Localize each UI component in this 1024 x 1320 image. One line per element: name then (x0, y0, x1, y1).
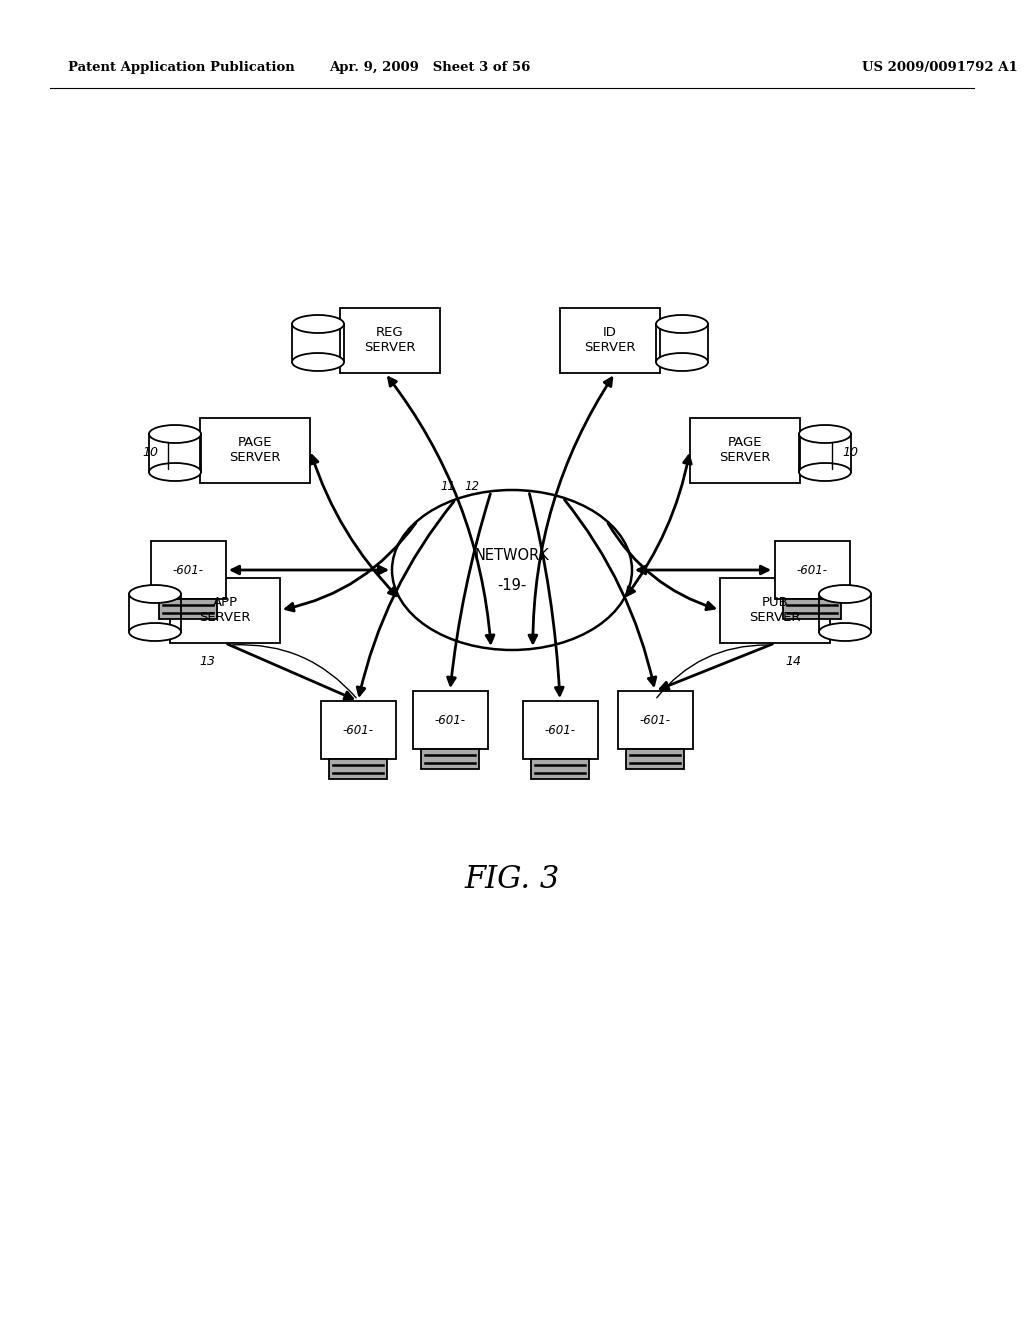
Ellipse shape (150, 425, 201, 444)
Text: -601-: -601- (434, 714, 466, 726)
Text: PUB
SERVER: PUB SERVER (750, 597, 801, 624)
Text: -601-: -601- (342, 723, 374, 737)
Text: US 2009/0091792 A1: US 2009/0091792 A1 (862, 62, 1018, 74)
Bar (774, 541, 850, 599)
Bar (690, 417, 800, 483)
Ellipse shape (656, 315, 708, 333)
Text: 13: 13 (199, 655, 215, 668)
Bar (560, 308, 660, 372)
Bar (321, 701, 395, 759)
Bar (819, 594, 871, 632)
Text: -601-: -601- (545, 723, 575, 737)
Ellipse shape (799, 425, 851, 444)
Text: NETWORK: NETWORK (475, 548, 549, 562)
Bar (656, 323, 708, 362)
Text: Apr. 9, 2009   Sheet 3 of 56: Apr. 9, 2009 Sheet 3 of 56 (330, 62, 530, 74)
Ellipse shape (392, 490, 632, 649)
Bar (329, 759, 387, 779)
Bar (617, 690, 692, 748)
Ellipse shape (129, 585, 181, 603)
Ellipse shape (292, 315, 344, 333)
Bar (799, 434, 851, 473)
Ellipse shape (819, 623, 871, 642)
Bar (159, 599, 217, 619)
Text: -601-: -601- (797, 564, 827, 577)
Bar (413, 690, 487, 748)
Bar (626, 748, 684, 770)
Text: REG
SERVER: REG SERVER (365, 326, 416, 354)
Bar (170, 578, 280, 643)
Text: FIG. 3: FIG. 3 (464, 865, 560, 895)
Bar (530, 759, 589, 779)
Bar (151, 541, 225, 599)
Text: 11: 11 (440, 480, 456, 492)
Text: -19-: -19- (498, 578, 526, 593)
Text: APP
SERVER: APP SERVER (200, 597, 251, 624)
Text: PAGE
SERVER: PAGE SERVER (229, 436, 281, 465)
Bar (340, 308, 440, 372)
Text: 10: 10 (142, 446, 158, 458)
Text: 10: 10 (842, 446, 858, 458)
Text: -601-: -601- (640, 714, 671, 726)
Ellipse shape (656, 352, 708, 371)
Bar (292, 323, 344, 362)
Text: -601-: -601- (172, 564, 204, 577)
Bar (522, 701, 597, 759)
Bar (421, 748, 479, 770)
Text: 12: 12 (465, 480, 479, 492)
Ellipse shape (799, 463, 851, 480)
Bar (150, 434, 201, 473)
Ellipse shape (819, 585, 871, 603)
Text: ID
SERVER: ID SERVER (585, 326, 636, 354)
Text: PAGE
SERVER: PAGE SERVER (719, 436, 771, 465)
Ellipse shape (150, 463, 201, 480)
Ellipse shape (292, 352, 344, 371)
Text: 14: 14 (785, 655, 801, 668)
Bar (129, 594, 181, 632)
Ellipse shape (129, 623, 181, 642)
Bar (782, 599, 842, 619)
Bar (720, 578, 830, 643)
Text: Patent Application Publication: Patent Application Publication (68, 62, 295, 74)
Bar (200, 417, 310, 483)
